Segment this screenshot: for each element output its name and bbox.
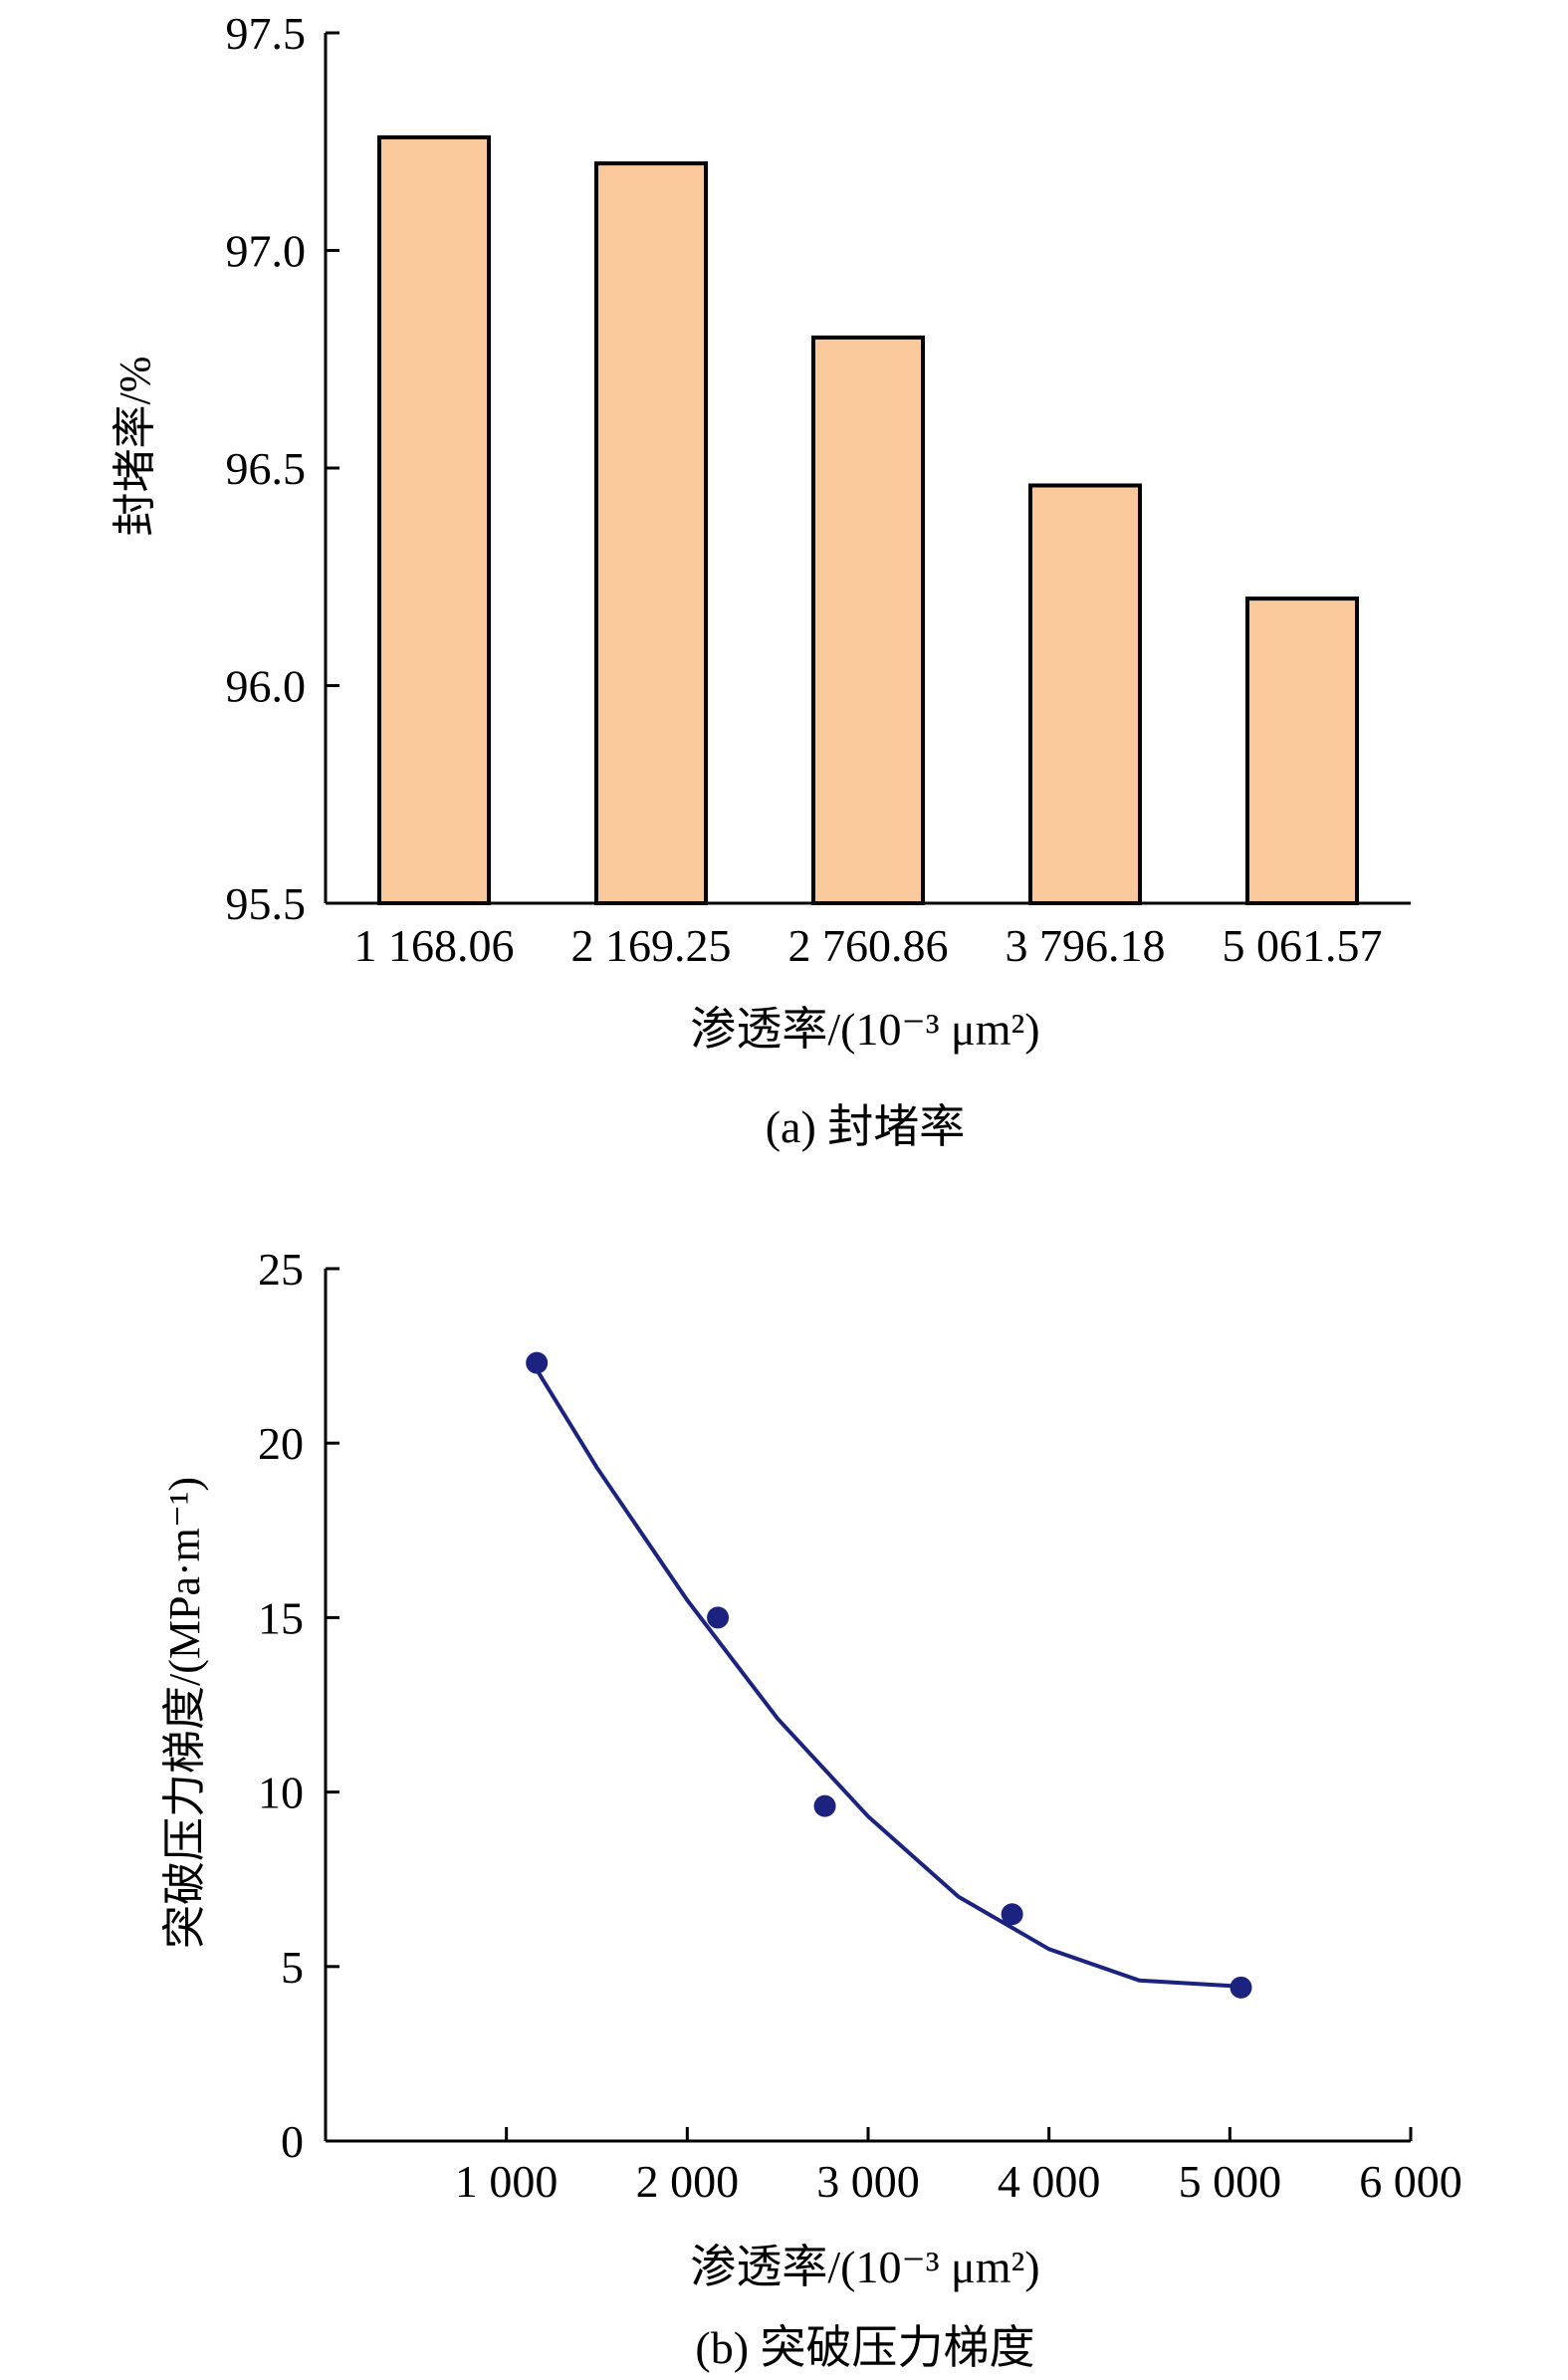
bar-4 <box>1245 596 1359 905</box>
chart-a-y-ticks: 95.5 96.0 96.5 97.0 97.5 <box>226 8 339 929</box>
x-tick-label-2: 3 000 <box>816 2156 920 2207</box>
y-tick-label-0: 0 <box>281 2116 304 2167</box>
x-tick-label-1: 2 169.25 <box>571 920 732 971</box>
y-tick-label-2: 10 <box>258 1768 304 1818</box>
chart-b-trend-curve <box>535 1368 1241 1989</box>
bar-0 <box>377 134 491 905</box>
y-tick-label-5: 25 <box>258 1244 304 1295</box>
chart-b-axes <box>324 1269 1411 2143</box>
y-tick-label-1: 96.0 <box>226 661 307 712</box>
data-point-0 <box>526 1351 549 1374</box>
data-point-2 <box>813 1794 836 1817</box>
chart-a-ylabel: 封堵率/% <box>111 357 159 537</box>
chart-a-xlabel: 渗透率/(10⁻³ μm²) <box>690 1004 1039 1055</box>
x-tick-label-2: 2 760.86 <box>788 920 949 971</box>
chart-b-ylabel: 突破压力梯度/(MPa·m⁻¹) <box>160 1477 209 1949</box>
y-tick-label-4: 20 <box>258 1418 304 1469</box>
x-tick-label-0: 1 000 <box>455 2156 559 2207</box>
chart-a-bars <box>377 134 1359 906</box>
bar-3 <box>1028 483 1142 905</box>
chart-b-y-ticks: 0 5 10 15 20 25 <box>258 1244 339 2167</box>
data-point-1 <box>707 1606 730 1629</box>
bar-1 <box>594 161 708 906</box>
y-tick-label-0: 95.5 <box>226 878 307 929</box>
chart-b-x-ticks: 1 000 2 000 3 000 4 000 5 000 6 000 <box>455 2127 1462 2207</box>
data-point-4 <box>1230 1976 1252 1999</box>
chart-b-points <box>526 1351 1252 1999</box>
x-tick-label-5: 6 000 <box>1359 2156 1462 2207</box>
x-tick-label-3: 3 796.18 <box>1006 920 1166 971</box>
chart-b-caption: (b) 突破压力梯度 <box>695 2322 1034 2373</box>
y-tick-label-2: 96.5 <box>226 443 307 494</box>
x-tick-label-0: 1 168.06 <box>354 920 515 971</box>
x-tick-label-4: 5 061.57 <box>1223 920 1383 971</box>
y-tick-label-1: 5 <box>281 1942 304 1993</box>
x-tick-label-1: 2 000 <box>636 2156 740 2207</box>
chart-b: 0 5 10 15 20 25 1 000 2 000 3 000 4 000 5 000 6 00… <box>160 1244 1462 2373</box>
chart-a-caption: (a) 封堵率 <box>766 1101 966 1152</box>
x-tick-label-3: 4 000 <box>998 2156 1101 2207</box>
y-tick-label-3: 97.0 <box>226 226 307 277</box>
x-tick-label-4: 5 000 <box>1179 2156 1282 2207</box>
y-tick-label-4: 97.5 <box>226 8 307 59</box>
chart-a-x-ticks: 1 168.06 2 169.25 2 760.86 3 796.18 5 061.57 <box>354 920 1383 971</box>
chart-b-xlabel: 渗透率/(10⁻³ μm²) <box>690 2242 1039 2292</box>
chart-a: 95.5 96.0 96.5 97.0 97.5 1 168.06 2 169.25 2 7… <box>111 8 1411 1152</box>
data-point-3 <box>1001 1903 1023 1926</box>
y-tick-label-3: 15 <box>258 1592 304 1643</box>
bar-2 <box>811 335 925 905</box>
